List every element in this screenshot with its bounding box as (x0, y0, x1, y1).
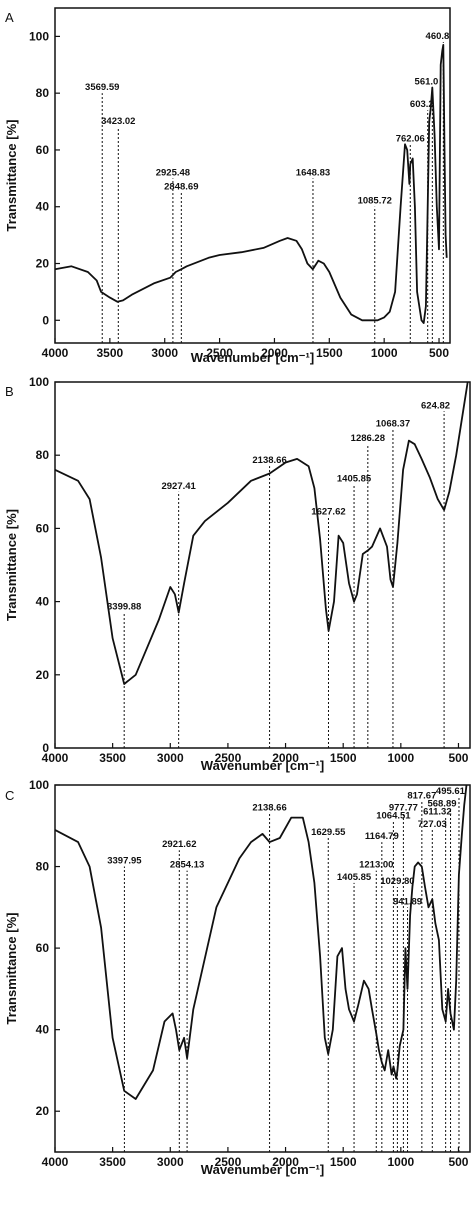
peak-label: 1648.83 (296, 167, 330, 178)
peak-label: 3423.02 (101, 116, 135, 127)
peak-label: 568.89 (427, 798, 456, 809)
y-tick-label: 100 (29, 778, 49, 792)
plot-frame (54, 381, 471, 749)
x-tick-label: 2000 (272, 751, 299, 765)
y-tick-label: 0 (42, 741, 49, 755)
y-tick-label: 100 (29, 29, 49, 43)
x-tick-label: 2500 (215, 751, 242, 765)
peak-label: 977.77 (389, 803, 418, 814)
peak-label: 1164.79 (365, 831, 399, 842)
x-tick-label: 3500 (97, 346, 124, 360)
x-tick-label: 4000 (42, 1155, 69, 1169)
plot-frame (54, 7, 451, 344)
x-tick-label: 3500 (99, 751, 126, 765)
peak-label: 3399.88 (107, 602, 141, 613)
peak-label: 1627.62 (311, 506, 345, 517)
peak-label: 2927.41 (161, 481, 196, 492)
x-tick-label: 3000 (157, 751, 184, 765)
peak-label: 1405.85 (337, 872, 372, 883)
x-tick-label: 500 (448, 1155, 468, 1169)
x-tick-label: 2500 (206, 346, 233, 360)
peak-label: 624.82 (421, 400, 450, 411)
peak-label: 941.89 (393, 896, 422, 907)
peak-label: 2138.66 (252, 803, 286, 814)
peak-label: 561.0 (415, 76, 439, 87)
y-axis-label: Transmittance [%] (4, 913, 19, 1025)
y-tick-label: 60 (36, 521, 50, 535)
peak-label: 2921.62 (162, 839, 196, 850)
x-tick-label: 1500 (316, 346, 343, 360)
peak-label: 1064.51 (376, 811, 411, 822)
y-tick-label: 0 (42, 313, 49, 327)
y-axis-label: Transmittance [%] (4, 120, 19, 232)
y-axis-label: Transmittance [%] (4, 509, 19, 621)
x-tick-label: 3500 (99, 1155, 126, 1169)
peak-label: 2848.69 (164, 182, 198, 193)
panel-letter: A (5, 10, 14, 25)
spectrum-line (54, 44, 448, 324)
x-tick-label: 4000 (42, 346, 69, 360)
peak-label: 1029.80 (380, 876, 414, 887)
peak-label: 3397.95 (107, 856, 142, 867)
y-tick-label: 20 (36, 257, 50, 271)
peak-label: 1213.00 (359, 860, 393, 871)
chart-panel-c: C 4000 3500 3000 2500 2000 1500 1000 500 20 40 60 80… (4, 778, 471, 1177)
y-tick-label: 40 (36, 200, 50, 214)
peak-label: 3569.59 (85, 82, 119, 93)
panel-letter: C (5, 788, 14, 803)
y-tick-label: 40 (36, 1023, 50, 1037)
x-axis-label: Wavenumber [cm⁻¹] (201, 758, 324, 773)
x-tick-label: 2500 (215, 1155, 242, 1169)
x-tick-label: 3000 (157, 1155, 184, 1169)
y-tick-label: 100 (29, 375, 49, 389)
peak-label: 1068.37 (376, 419, 410, 430)
spectrum-line (54, 784, 468, 1100)
spectrum-line (54, 381, 469, 685)
y-tick-label: 20 (36, 1104, 50, 1118)
x-tick-label: 1000 (387, 1155, 414, 1169)
peak-label: 727.03 (418, 819, 447, 830)
y-tick-label: 80 (36, 448, 50, 462)
x-tick-label: 500 (448, 751, 468, 765)
peak-label: 2854.13 (170, 860, 204, 871)
peak-label: 2925.48 (156, 167, 190, 178)
peak-label: 460.8 (426, 31, 450, 42)
x-tick-label: 500 (429, 346, 449, 360)
peak-label: 495.61 (436, 786, 466, 797)
x-tick-label: 1500 (330, 751, 357, 765)
plot-frame (54, 784, 471, 1153)
peak-label: 1405.85 (337, 473, 372, 484)
x-tick-label: 2000 (272, 1155, 299, 1169)
x-axis-label: Wavenumber [cm⁻¹] (201, 1162, 324, 1177)
x-tick-label: 2000 (261, 346, 288, 360)
x-tick-label: 3000 (151, 346, 178, 360)
x-tick-label: 1000 (371, 346, 398, 360)
y-tick-label: 20 (36, 668, 50, 682)
y-tick-label: 80 (36, 86, 50, 100)
y-tick-label: 40 (36, 595, 50, 609)
x-tick-label: 1500 (330, 1155, 357, 1169)
peak-label: 2138.66 (252, 455, 286, 466)
chart-panel-b: B 4000 3500 3000 2500 2000 1500 1000 500 0 20 40 60 8… (4, 375, 471, 773)
peak-label: 762.06 (396, 133, 425, 144)
peak-label: 1286.28 (351, 433, 385, 444)
chart-panel-a: A 4000 3500 3000 2500 2000 1500 1000 500 0 20 40 60 8… (4, 7, 451, 365)
y-tick-label: 80 (36, 860, 50, 874)
x-axis-label: Wavenumber [cm⁻¹] (191, 350, 314, 365)
peak-label: 603.2 (410, 99, 434, 110)
panel-letter: B (5, 384, 14, 399)
peak-label: 1085.72 (358, 196, 392, 207)
peak-label: 611.32 (423, 807, 452, 818)
peak-label: 1629.55 (311, 827, 346, 838)
peak-label: 817.67 (407, 790, 436, 801)
x-tick-label: 1000 (387, 751, 414, 765)
x-tick-label: 4000 (42, 751, 69, 765)
y-tick-label: 60 (36, 941, 50, 955)
y-tick-label: 60 (36, 143, 50, 157)
